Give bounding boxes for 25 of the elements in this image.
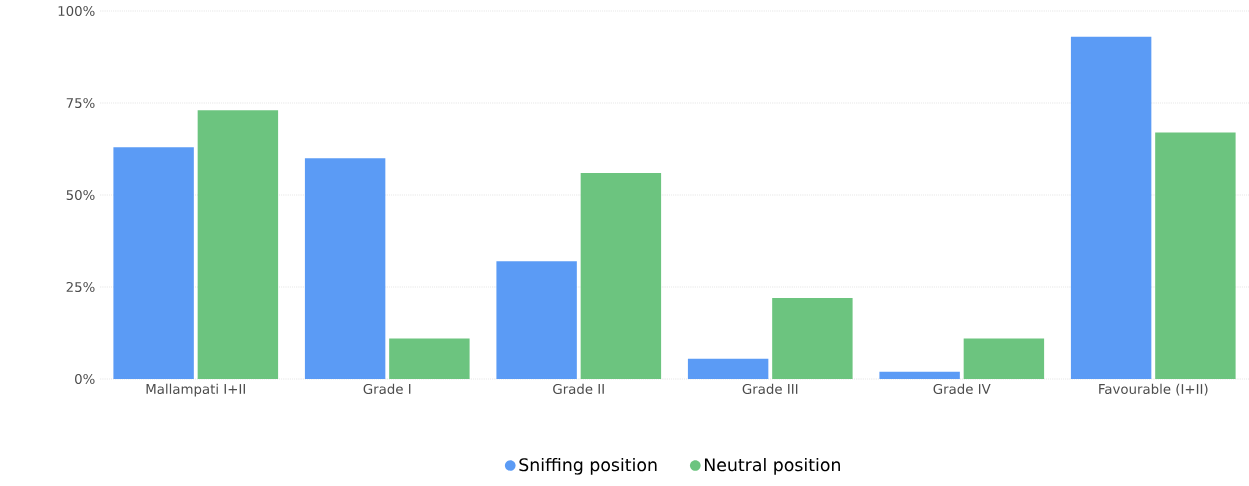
- y-tick-label: 25%: [66, 281, 95, 293]
- bar: [389, 338, 470, 379]
- y-tick-label: 50%: [66, 189, 95, 201]
- y-tick-label: 0%: [75, 373, 95, 385]
- legend-label: Sniffing position: [519, 457, 657, 475]
- y-tick-label: 75%: [66, 97, 95, 109]
- x-tick-label: Mallampati I+II: [146, 383, 245, 397]
- y-tick-label: 100%: [58, 5, 95, 17]
- x-tick-label: Favourable (I+II): [1099, 383, 1208, 396]
- legend-label: Neutral position: [704, 457, 840, 475]
- bar: [1155, 132, 1236, 379]
- bar: [496, 261, 577, 379]
- x-tick-label: Grade IV: [933, 383, 991, 395]
- bar: [580, 172, 662, 379]
- x-tick-label: Grade I: [363, 383, 411, 395]
- bar: [113, 147, 194, 379]
- bar: [963, 338, 1045, 379]
- bar: [879, 371, 960, 379]
- bar: [1070, 36, 1152, 379]
- x-tick-label: Grade III: [742, 383, 798, 395]
- bar: [687, 358, 769, 379]
- bar: [772, 298, 853, 379]
- bar: [197, 110, 279, 379]
- bar: [304, 158, 386, 379]
- x-tick-label: Grade II: [553, 383, 604, 395]
